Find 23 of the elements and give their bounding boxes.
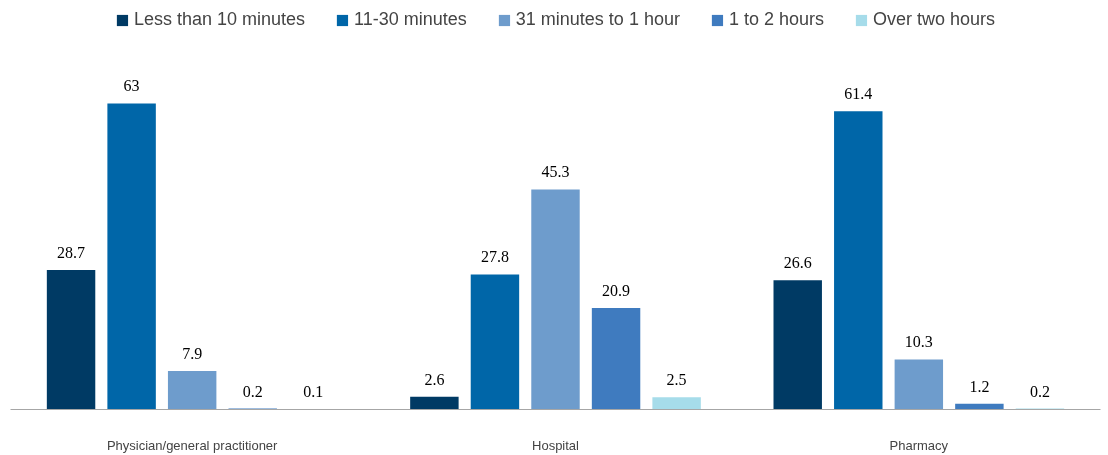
data-label: 2.6 <box>424 370 445 388</box>
x-tick-label: Pharmacy <box>889 437 949 453</box>
data-label: 45.3 <box>541 163 570 181</box>
data-label: 0.2 <box>242 382 263 400</box>
data-label: 63 <box>123 77 140 95</box>
data-label: 0.2 <box>1029 382 1050 400</box>
data-label: 0.1 <box>303 383 324 401</box>
x-tick-label: Physician/general practitioner <box>106 437 279 453</box>
legend-label: 11-30 minutes <box>354 9 467 30</box>
legend-label: Over two hours <box>872 9 996 30</box>
legend-label: Less than 10 minutes <box>133 9 306 30</box>
data-label: 7.9 <box>182 345 203 363</box>
data-label: 27.8 <box>480 248 509 266</box>
data-label: 2.5 <box>666 371 687 389</box>
legend-label: 31 minutes to 1 hour <box>515 9 680 30</box>
data-label: 10.3 <box>904 333 933 351</box>
data-label: 26.6 <box>783 254 812 272</box>
data-label: 28.7 <box>57 244 86 262</box>
data-label: 61.4 <box>844 85 873 103</box>
data-label: 20.9 <box>602 281 631 299</box>
x-tick-label: Hospital <box>532 437 580 453</box>
data-label: 1.2 <box>969 377 990 395</box>
legend-label: 1 to 2 hours <box>728 9 824 30</box>
